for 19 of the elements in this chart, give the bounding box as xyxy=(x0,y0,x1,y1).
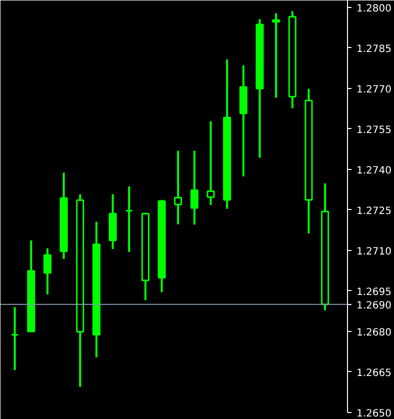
candlestick xyxy=(125,185,134,254)
candlestick xyxy=(190,150,198,226)
candlestick xyxy=(43,247,52,296)
y-tick-label: 1.2755 xyxy=(356,124,392,136)
y-tick-label: 1.2785 xyxy=(356,44,392,55)
candlestick xyxy=(206,120,215,206)
y-tick-label: 1.2650 xyxy=(356,408,392,419)
y-tick-label: 1.2800 xyxy=(356,3,392,14)
y-tick-label: 1.2710 xyxy=(356,246,392,258)
ref-line-label: 1.2690 xyxy=(356,300,392,312)
y-tick-label: 1.2695 xyxy=(356,286,392,298)
y-tick-label: 1.2680 xyxy=(356,327,392,338)
y-tick-label: 1.2725 xyxy=(356,206,392,217)
candlestick xyxy=(272,12,280,99)
y-tick-label: 1.2740 xyxy=(356,165,392,176)
candlestick xyxy=(10,306,19,372)
candlestick xyxy=(174,150,182,226)
y-tick-label: 1.2770 xyxy=(356,84,392,96)
y-tick-label: 1.2665 xyxy=(356,368,392,379)
